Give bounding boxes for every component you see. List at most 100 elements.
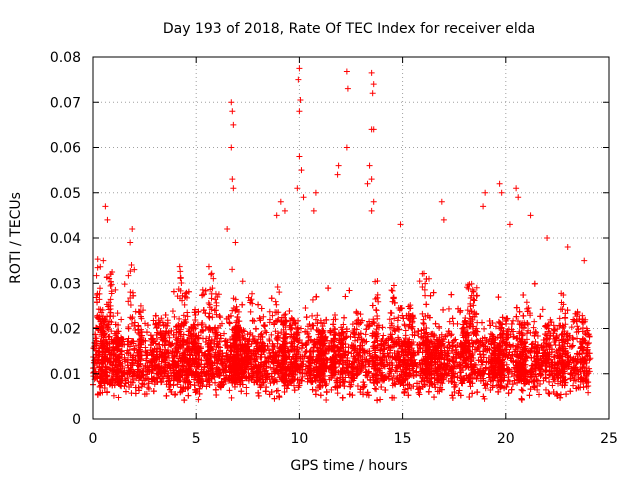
data-point [432,320,439,327]
data-point [304,375,311,382]
data-point [518,386,525,393]
data-point [542,386,549,393]
data-point [537,381,544,388]
data-point [408,385,415,392]
data-point [281,389,288,396]
data-point [520,312,527,319]
data-point [341,314,348,321]
data-point [568,324,575,331]
data-point [484,345,491,352]
data-point [442,333,449,340]
data-point [212,379,219,386]
data-point [534,377,541,384]
data-point [202,323,209,330]
data-point [476,343,483,350]
data-point [267,364,274,371]
data-point [549,382,556,389]
data-point [480,393,487,400]
data-point [360,379,367,386]
data-point [460,321,467,328]
data-point [350,342,357,349]
data-point [480,375,487,382]
data-point [366,348,373,355]
data-point [518,396,525,403]
data-point [125,356,132,363]
data-point [199,327,206,334]
data-point [540,337,547,344]
data-point [170,288,177,295]
data-point [139,381,146,388]
data-point [286,308,293,315]
data-point [456,387,463,394]
data-point [202,287,209,294]
data-point [267,380,274,387]
data-point [569,342,576,349]
data-point [386,362,393,369]
data-point [427,292,434,299]
data-point [270,349,277,356]
data-point [164,364,171,371]
data-point [374,397,381,404]
data-point [263,329,270,336]
data-point [556,315,563,322]
data-point [221,338,228,345]
data-point [143,349,150,356]
data-point [567,354,574,361]
data-point [311,341,318,348]
data-point [363,326,370,333]
data-point [548,367,555,374]
data-point [349,321,356,328]
data-point [542,331,549,338]
data-point [499,314,506,321]
data-point [309,378,316,385]
data-point [580,384,587,391]
data-point [478,356,485,363]
data-point [362,331,369,338]
data-point [564,307,571,314]
data-point [481,334,488,341]
data-point [131,319,138,326]
data-point [261,322,268,329]
data-point [268,388,275,395]
data-point [509,370,516,377]
data-point [546,364,553,371]
data-point [414,380,421,387]
data-point [192,317,199,324]
data-point [243,390,250,397]
data-point [345,364,352,371]
data-point [181,397,188,404]
data-point [144,322,151,329]
data-point [360,391,367,398]
data-point [314,312,321,319]
data-point [238,388,245,395]
data-point [457,392,464,399]
data-point [405,392,412,399]
data-point [377,396,384,403]
data-point [121,356,128,363]
data-point [309,312,316,319]
data-point [466,393,473,400]
data-point [147,332,154,339]
data-point [200,307,207,314]
data-point [136,387,143,394]
data-point [481,325,488,332]
data-point [169,348,176,355]
data-point [366,318,373,325]
data-point [369,302,376,309]
data-point [132,390,139,397]
data-point [272,352,279,359]
data-point [262,328,269,335]
data-point [291,382,298,389]
data-point [438,386,445,393]
data-point [539,306,546,313]
data-point [184,385,191,392]
data-point [256,381,263,388]
data-point [536,391,543,398]
data-point [162,312,169,319]
data-point [213,391,220,398]
data-point [354,382,361,389]
data-point [516,321,523,328]
data-point [309,386,316,393]
data-point [550,354,557,361]
data-point [268,295,275,302]
